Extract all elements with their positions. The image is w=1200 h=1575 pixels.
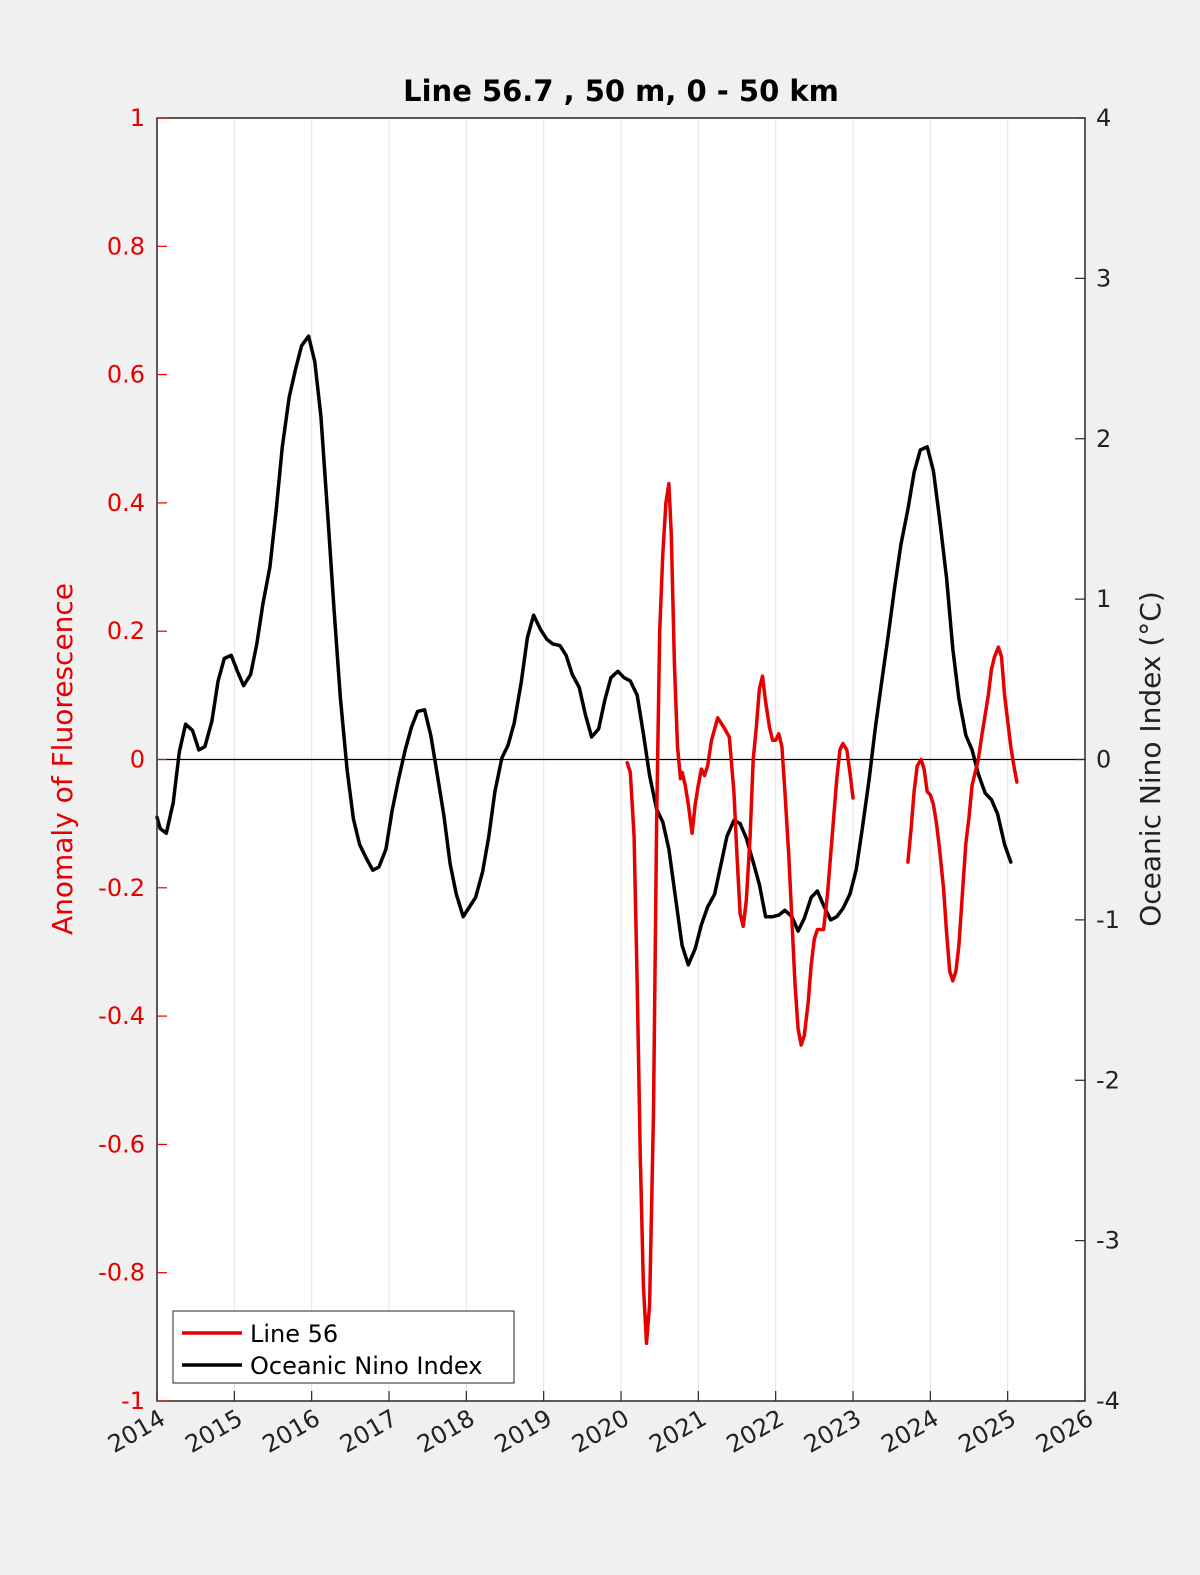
legend-box — [172, 1310, 515, 1384]
y-tick-label--0.4: -0.4 — [98, 1002, 145, 1030]
y2-tick-label-0: 0 — [1096, 746, 1111, 774]
y2-tick-label--4: -4 — [1096, 1387, 1120, 1415]
y-tick-label--1: -1 — [121, 1387, 145, 1415]
y-tick-label--0.2: -0.2 — [98, 874, 145, 902]
y2-tick-label--2: -2 — [1096, 1066, 1120, 1094]
y2-tick-label-4: 4 — [1096, 104, 1111, 132]
y2-tick-label-2: 2 — [1096, 425, 1111, 453]
y2-tick-label-3: 3 — [1096, 264, 1111, 292]
legend: Line 56 Oceanic Nino Index — [172, 1310, 515, 1384]
y2-tick-label-1: 1 — [1096, 585, 1111, 613]
y2-tick-label--1: -1 — [1096, 906, 1120, 934]
series-line-oni-segment-0 — [155, 334, 1013, 967]
y-tick-label-0.4: 0.4 — [107, 489, 145, 517]
y-tick-label-0.6: 0.6 — [107, 361, 145, 389]
y-tick-label--0.8: -0.8 — [98, 1259, 145, 1287]
chart-title: Line 56.7 , 50 m, 0 - 50 km — [403, 74, 839, 108]
legend-label-oni: Oceanic Nino Index — [250, 1352, 482, 1380]
ticks-layer: 2014 2015 2016 2017 2018 2019 2020 2021 2022 2023… — [98, 104, 1120, 1459]
y-axis-label: Anomaly of Fluorescence — [46, 583, 79, 935]
y-tick-label-1: 1 — [130, 104, 145, 132]
y2-tick-label--3: -3 — [1096, 1227, 1120, 1255]
series-layer — [155, 334, 1019, 1346]
y-tick-label-0: 0 — [130, 746, 145, 774]
y2-axis-label: Oceanic Nino Index (°C) — [1134, 591, 1167, 927]
y-tick-label-0.2: 0.2 — [107, 617, 145, 645]
series-line-line56-segment-1 — [906, 645, 1019, 983]
y-tick-label--0.6: -0.6 — [98, 1130, 145, 1158]
series-line-line56-segment-0 — [625, 481, 855, 1346]
legend-label-line56: Line 56 — [250, 1320, 338, 1348]
y-tick-label-0.8: 0.8 — [107, 232, 145, 260]
